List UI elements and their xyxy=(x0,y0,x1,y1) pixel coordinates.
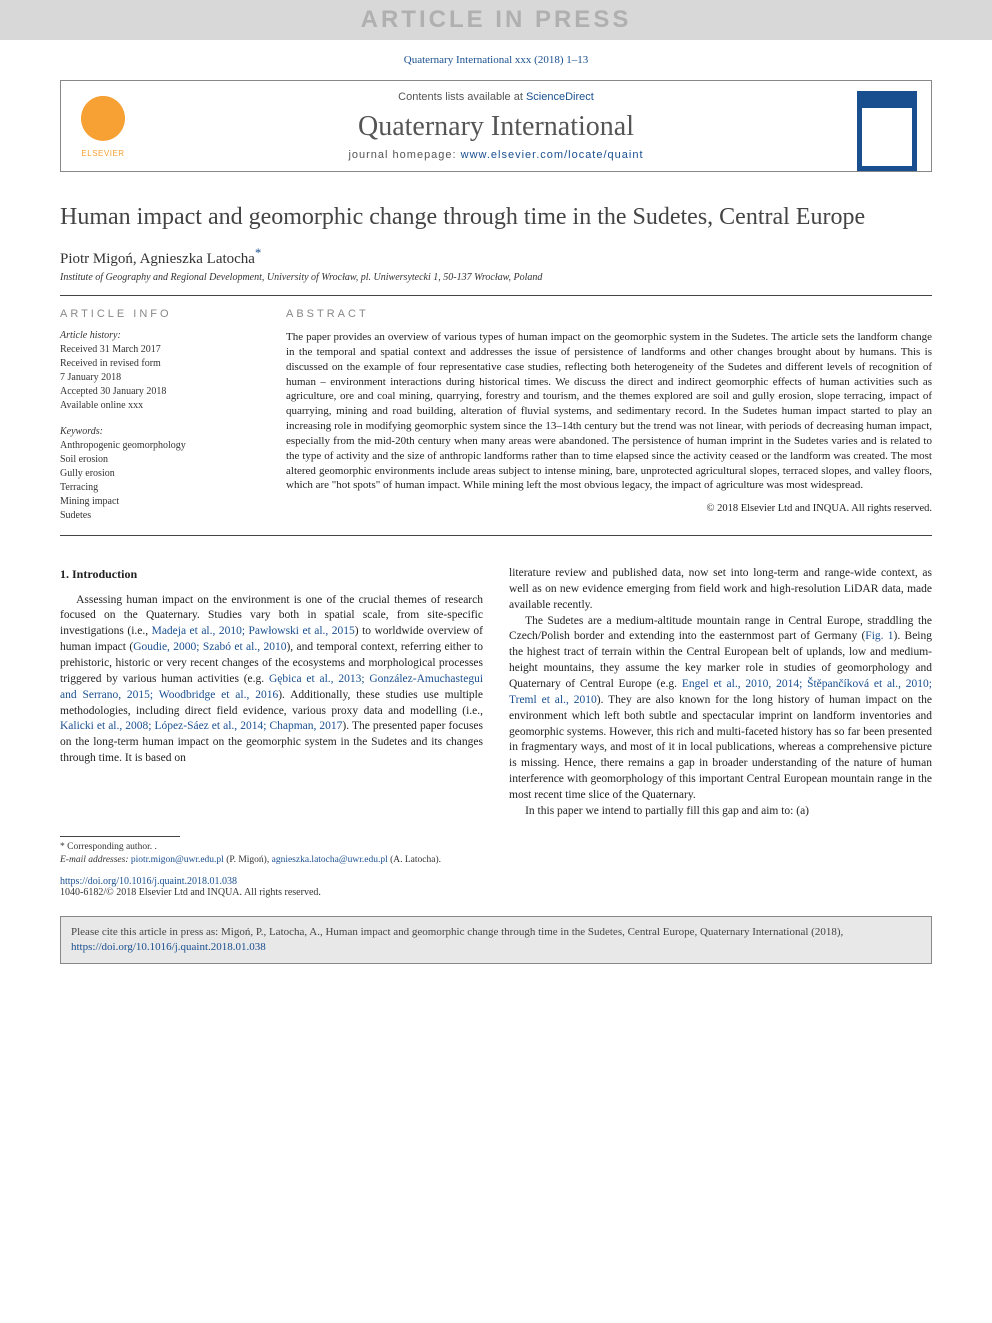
cite-text: Please cite this article in press as: Mi… xyxy=(71,926,843,938)
journal-cover-thumbnail xyxy=(857,91,917,171)
affiliation: Institute of Geography and Regional Deve… xyxy=(60,272,932,283)
figure-link[interactable]: Fig. 1 xyxy=(865,630,893,642)
corresponding-marker: * xyxy=(255,246,261,260)
email-who: (A. Latocha). xyxy=(388,855,441,865)
history-line: Available online xxx xyxy=(60,399,260,412)
email-label: E-mail addresses: xyxy=(60,855,129,865)
contents-available-line: Contents lists available at ScienceDirec… xyxy=(75,91,917,103)
article-in-press-watermark: ARTICLE IN PRESS xyxy=(0,0,992,40)
top-citation-line: Quaternary International xxx (2018) 1–13 xyxy=(0,40,992,74)
body-paragraph: The Sudetes are a medium-altitude mounta… xyxy=(509,614,932,804)
email-who: (P. Migoń), xyxy=(224,855,272,865)
keywords-label: Keywords: xyxy=(60,426,260,437)
homepage-prefix: journal homepage: xyxy=(348,149,460,161)
divider-top xyxy=(60,295,932,296)
history-line: Received 31 March 2017 xyxy=(60,343,260,356)
article-info-header: ARTICLE INFO xyxy=(60,308,260,320)
text-run: ). They are also known for the long hist… xyxy=(509,694,932,801)
keyword: Soil erosion xyxy=(60,453,260,466)
elsevier-tree-icon xyxy=(75,95,131,147)
abstract-copyright: © 2018 Elsevier Ltd and INQUA. All right… xyxy=(286,503,932,514)
keyword: Sudetes xyxy=(60,509,260,522)
abstract-column: ABSTRACT The paper provides an overview … xyxy=(286,308,932,523)
authors-text: Piotr Migoń, Agnieszka Latocha xyxy=(60,251,255,267)
keyword: Mining impact xyxy=(60,495,260,508)
elsevier-logo: ELSEVIER xyxy=(75,95,131,165)
article-info-column: ARTICLE INFO Article history: Received 3… xyxy=(60,308,260,523)
issn-copyright: 1040-6182/© 2018 Elsevier Ltd and INQUA.… xyxy=(60,887,932,898)
please-cite-box: Please cite this article in press as: Mi… xyxy=(60,916,932,964)
citation-link[interactable]: Goudie, 2000; Szabó et al., 2010 xyxy=(133,641,286,653)
article-title: Human impact and geomorphic change throu… xyxy=(60,202,932,232)
citation-link[interactable]: Madeja et al., 2010; Pawłowski et al., 2… xyxy=(152,625,355,637)
body-paragraph: Assessing human impact on the environmen… xyxy=(60,593,483,767)
journal-homepage-line: journal homepage: www.elsevier.com/locat… xyxy=(75,149,917,161)
footnote-rule xyxy=(60,836,180,837)
article-history-label: Article history: xyxy=(60,330,260,341)
journal-header-box: ELSEVIER Contents lists available at Sci… xyxy=(60,80,932,172)
journal-homepage-link[interactable]: www.elsevier.com/locate/quaint xyxy=(461,149,644,161)
keyword: Anthropogenic geomorphology xyxy=(60,439,260,452)
doi-link[interactable]: https://doi.org/10.1016/j.quaint.2018.01… xyxy=(60,876,237,887)
elsevier-logo-text: ELSEVIER xyxy=(75,149,131,158)
history-line: 7 January 2018 xyxy=(60,371,260,384)
journal-name: Quaternary International xyxy=(75,111,917,143)
corresponding-author-note: * Corresponding author. . xyxy=(60,841,932,854)
email-link[interactable]: piotr.migon@uwr.edu.pl xyxy=(131,855,224,865)
abstract-header: ABSTRACT xyxy=(286,308,932,320)
doi-block: https://doi.org/10.1016/j.quaint.2018.01… xyxy=(60,876,932,898)
body-column-right: literature review and published data, no… xyxy=(509,566,932,820)
citation-link[interactable]: Kalicki et al., 2008; López-Sáez et al.,… xyxy=(60,720,342,732)
body-two-column: 1. Introduction Assessing human impact o… xyxy=(60,566,932,820)
author-list: Piotr Migoń, Agnieszka Latocha* xyxy=(60,246,932,268)
history-line: Received in revised form xyxy=(60,357,260,370)
info-abstract-row: ARTICLE INFO Article history: Received 3… xyxy=(60,308,932,523)
sciencedirect-link[interactable]: ScienceDirect xyxy=(526,91,594,103)
keyword: Gully erosion xyxy=(60,467,260,480)
email-line: E-mail addresses: piotr.migon@uwr.edu.pl… xyxy=(60,854,932,867)
body-column-left: 1. Introduction Assessing human impact o… xyxy=(60,566,483,820)
body-paragraph: literature review and published data, no… xyxy=(509,566,932,614)
body-paragraph: In this paper we intend to partially fil… xyxy=(509,804,932,820)
cite-doi-link[interactable]: https://doi.org/10.1016/j.quaint.2018.01… xyxy=(71,941,266,953)
section-title: 1. Introduction xyxy=(60,566,483,583)
divider-bottom xyxy=(60,535,932,536)
footnotes: * Corresponding author. . E-mail address… xyxy=(60,841,932,867)
contents-prefix: Contents lists available at xyxy=(398,91,526,103)
abstract-text: The paper provides an overview of variou… xyxy=(286,330,932,493)
keyword: Terracing xyxy=(60,481,260,494)
history-line: Accepted 30 January 2018 xyxy=(60,385,260,398)
email-link[interactable]: agnieszka.latocha@uwr.edu.pl xyxy=(272,855,388,865)
